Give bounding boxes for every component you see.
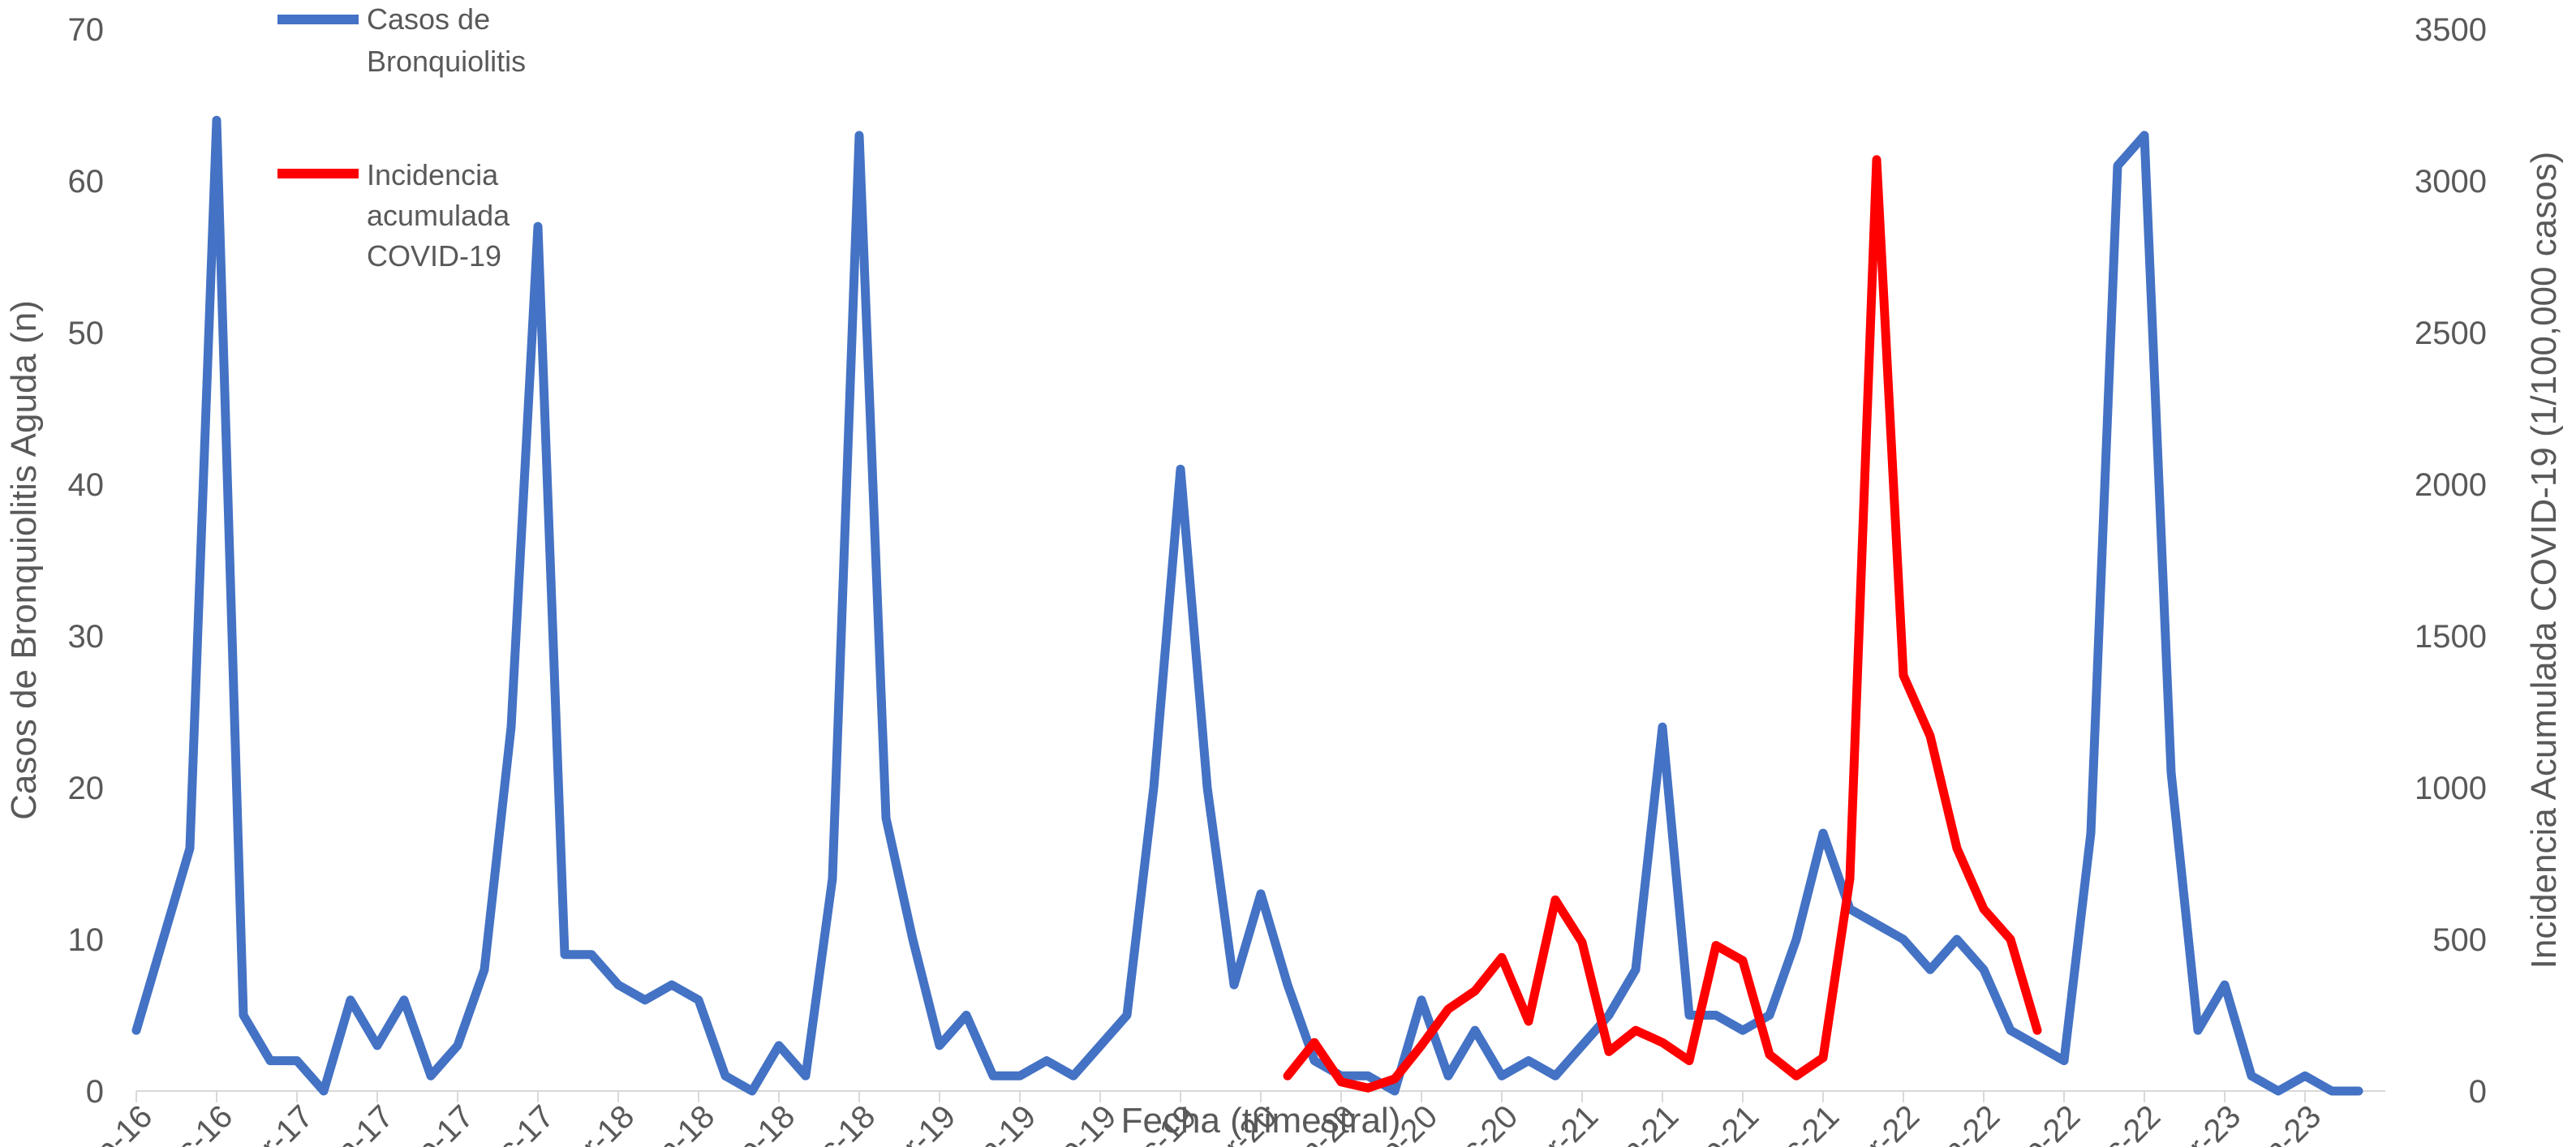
y-left-tick-label: 30 [68,619,105,655]
x-tick-label: sep-18 [707,1098,802,1147]
left-axis-ticks: 0 10 20 30 40 50 60 70 [68,12,105,1110]
x-tick-label: sep-21 [1671,1098,1766,1147]
y-right-tick-label: 1000 [2415,771,2487,806]
series-line-bronquiolitis [131,115,2363,1096]
y-axis-left-title: Casos de Bronquiolitis Aguda (n) [4,300,44,820]
legend-label-covid-line3: COVID-19 [367,239,501,273]
x-tick-label: jun-22 [1917,1098,2006,1147]
x-tick-label: dic-18 [794,1098,882,1147]
y-left-tick-label: 10 [68,922,105,958]
legend-label-covid-line2: acumulada [367,199,510,232]
y-right-tick-label: 3500 [2415,12,2487,48]
y-right-tick-label: 3000 [2415,164,2487,200]
x-tick-label: sep-19 [1028,1098,1124,1147]
y-left-tick-label: 0 [86,1074,104,1110]
x-tick-label: dic-22 [2079,1098,2167,1147]
right-axis-ticks: 0 500 1000 1500 2000 2500 3000 3500 [2415,12,2487,1110]
x-tick-label: jun-19 [953,1098,1043,1147]
y-right-tick-label: 0 [2469,1074,2487,1110]
y-right-tick-label: 1500 [2415,619,2487,655]
y-left-tick-label: 70 [68,12,105,48]
x-tick-label: sep-17 [385,1098,481,1147]
legend-label-bronquiolitis-line1: Casos de [367,2,490,36]
x-tick-label: jun-23 [2238,1098,2328,1147]
x-tick-label: sep-16 [64,1098,160,1147]
x-tick-label: jun-18 [632,1098,721,1147]
y-left-tick-label: 20 [68,771,105,806]
legend-label-covid-line1: Incidencia [367,158,499,191]
legend-label-bronquiolitis-line2: Bronquiolitis [367,45,526,78]
x-tick-label: dic-16 [152,1098,239,1147]
x-tick-label: dic-20 [1437,1098,1525,1147]
x-tick-label: jun-17 [311,1098,400,1147]
y-right-tick-label: 500 [2432,922,2487,958]
x-tick-label: jun-21 [1596,1098,1685,1147]
y-left-tick-label: 50 [68,316,105,351]
x-axis-title: Fecha (trimestral) [1121,1101,1401,1141]
y-left-tick-label: 40 [68,467,105,503]
x-tick-label: dic-21 [1758,1098,1846,1147]
x-tick-label: dic-17 [473,1098,561,1147]
y-right-tick-label: 2500 [2415,316,2487,351]
y-right-tick-label: 2000 [2415,467,2487,503]
y-left-tick-label: 60 [68,164,105,200]
y-axis-right-title: Incidencia Acumulada COVID-19 (1/100,000… [2524,152,2564,969]
series-line-covid [1283,155,2042,1093]
series-layer [131,115,2363,1096]
x-tick-label: sep-22 [1992,1098,2088,1147]
legend: Casos de Bronquiolitis Incidencia acumul… [277,2,526,273]
